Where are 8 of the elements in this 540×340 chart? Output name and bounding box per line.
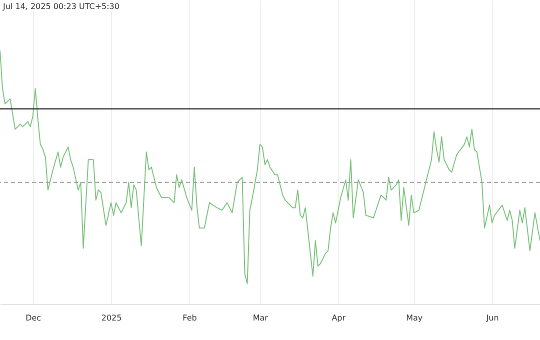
- x-tick-label: Jun: [485, 314, 499, 322]
- x-tick-label: Dec: [26, 314, 42, 322]
- x-tick-label: 2025: [101, 314, 122, 322]
- x-tick-label: Apr: [332, 314, 346, 322]
- x-tick-label: Feb: [182, 314, 197, 322]
- text: Jul 14, 2025 00:23 UTC+5:30: [3, 2, 120, 11]
- x-tick-label: Mar: [252, 314, 269, 322]
- x-tick-label: May: [406, 314, 423, 322]
